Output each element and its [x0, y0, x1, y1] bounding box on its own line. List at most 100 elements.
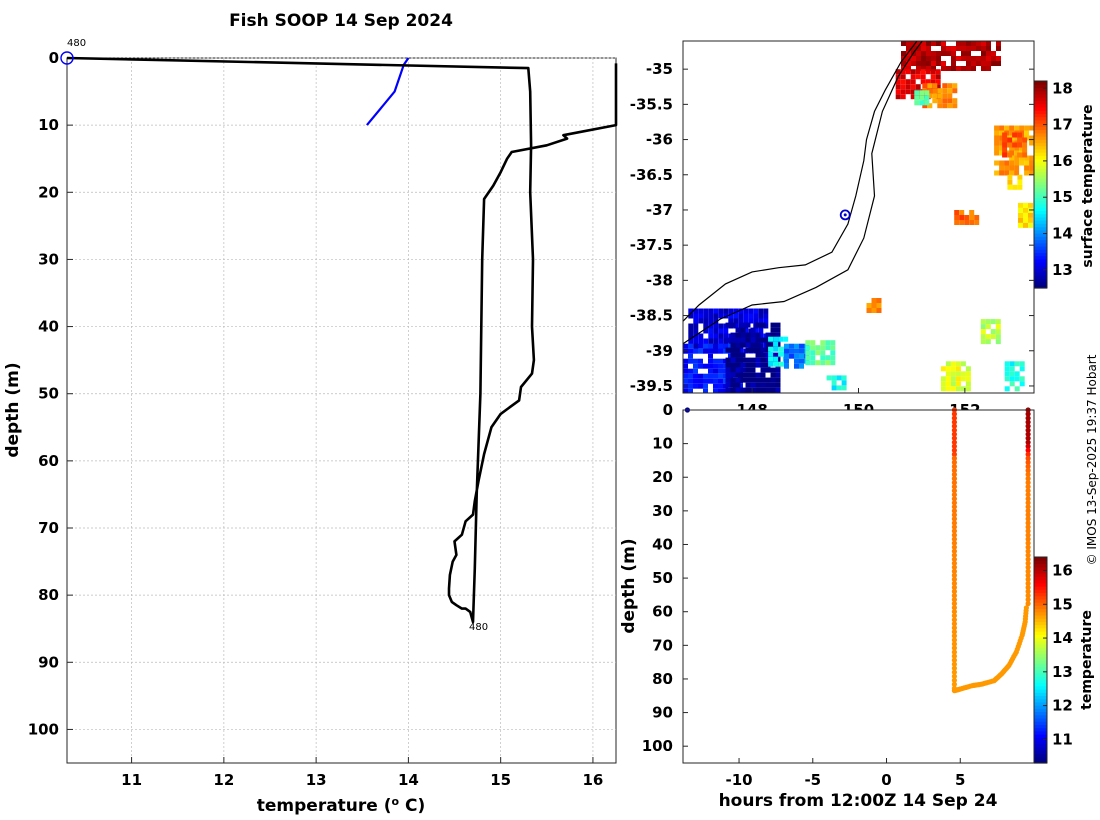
sst-pixel	[966, 66, 971, 71]
sst-pixel	[925, 79, 931, 85]
section-downcast-point	[951, 637, 958, 643]
sst-pixel	[799, 358, 804, 364]
sst-pixel	[750, 382, 756, 388]
sst-pixel	[871, 303, 877, 308]
section-upcast-point	[1025, 601, 1031, 607]
sst-pixel	[713, 388, 718, 393]
sst-pixel	[713, 323, 719, 329]
sst-pixel	[947, 98, 953, 104]
sst-pixel	[1014, 170, 1020, 176]
map-colorbar-color-step	[1034, 223, 1047, 228]
profile-y-tick-label: 50	[38, 385, 59, 403]
section-colorbar-color-step	[1034, 624, 1047, 629]
sst-pixel	[718, 378, 723, 384]
section-colorbar-color-step	[1034, 643, 1047, 648]
map-colorbar-color-step	[1034, 262, 1047, 266]
section-colorbar-color-step	[1034, 656, 1047, 661]
sst-pixel	[876, 298, 882, 303]
sst-pixel	[1009, 160, 1015, 166]
sst-pixel	[763, 323, 769, 329]
sst-pixel	[770, 377, 776, 383]
sst-pixel	[956, 46, 961, 51]
sst-pixel	[830, 350, 836, 356]
sst-pixel	[755, 347, 761, 353]
section-colorbar-color-step	[1034, 573, 1047, 577]
sst-pixel	[708, 333, 714, 339]
sst-pixel	[1022, 147, 1028, 153]
section-colorbar-color-step	[1034, 708, 1047, 713]
section-downcast-point	[951, 467, 958, 474]
sst-pixel	[718, 313, 724, 319]
section-downcast-point	[951, 540, 958, 546]
sst-pixel	[961, 41, 966, 46]
sst-pixel	[784, 348, 789, 354]
sst-pixel	[805, 340, 811, 346]
sst-pixel	[730, 342, 736, 348]
section-colorbar-color-step	[1034, 701, 1047, 706]
map-colorbar-color-step	[1034, 258, 1047, 263]
sst-pixel	[1018, 217, 1023, 223]
sst-pixel	[775, 382, 781, 388]
map-colorbar-color-step	[1034, 158, 1047, 163]
sst-pixel	[1009, 155, 1015, 161]
sst-pixel	[740, 327, 746, 333]
sst-pixel	[955, 376, 961, 382]
sst-pixel	[1009, 130, 1015, 136]
sst-pixel	[755, 387, 761, 393]
sst-pixel	[730, 372, 736, 378]
section-upcast-point	[1025, 536, 1031, 542]
sst-pixel	[994, 170, 1000, 176]
sst-pixel	[713, 348, 718, 354]
section-downcast-point	[951, 536, 958, 542]
section-upcast-point	[1025, 451, 1031, 457]
sst-pixel	[1023, 207, 1028, 213]
sst-pixel	[825, 345, 831, 351]
profile-y-tick-label: 60	[38, 452, 59, 470]
sst-pixel	[969, 220, 975, 225]
sst-pixel	[931, 41, 936, 46]
sst-pixel	[920, 69, 926, 75]
section-colorbar-color-step	[1034, 566, 1047, 571]
sst-pixel	[1009, 170, 1015, 176]
sst-pixel	[986, 46, 991, 51]
section-downcast-point	[951, 496, 958, 502]
section-downcast-point	[951, 459, 958, 465]
sst-pixel	[906, 66, 911, 71]
sst-pixel	[688, 343, 693, 349]
sst-pixel	[750, 327, 756, 333]
sst-pixel	[718, 363, 723, 369]
sst-pixel	[775, 352, 781, 358]
sst-pixel	[940, 386, 946, 392]
sst-pixel	[799, 343, 804, 349]
sst-pixel	[950, 386, 956, 392]
sst-pixel	[768, 361, 774, 367]
sst-pixel	[733, 313, 739, 319]
map-colorbar-color-step	[1034, 245, 1047, 250]
section-upcast-point	[1025, 597, 1031, 603]
section-downcast-point	[951, 621, 958, 627]
section-colorbar-color-step	[1034, 592, 1047, 597]
sst-pixel	[1024, 170, 1030, 176]
sst-pixel	[991, 56, 996, 61]
section-colorbar-color-step	[1034, 579, 1047, 584]
sst-pixel	[915, 84, 921, 90]
section-colorbar-color-step	[1034, 627, 1047, 632]
section-downcast-point	[951, 419, 958, 425]
sst-pixel	[954, 220, 960, 225]
map-colorbar-tick-label: 16	[1052, 152, 1073, 170]
sst-pixel	[773, 341, 779, 347]
sst-pixel	[946, 66, 951, 71]
map-colorbar-tick-label: 18	[1052, 79, 1073, 97]
map-colorbar-color-step	[1034, 168, 1047, 173]
sst-pixel	[900, 79, 906, 85]
sst-pixel	[755, 322, 761, 328]
sst-pixel	[976, 46, 981, 51]
section-upcast-point	[1025, 476, 1031, 482]
section-downcast-point	[951, 593, 958, 599]
sst-pixel	[1014, 155, 1020, 161]
section-colorbar-color-step	[1034, 753, 1047, 758]
section-upcast-point	[1025, 524, 1031, 530]
sst-pixel	[703, 363, 708, 369]
section-downcast-point	[951, 673, 958, 679]
sst-pixel	[994, 150, 1000, 156]
